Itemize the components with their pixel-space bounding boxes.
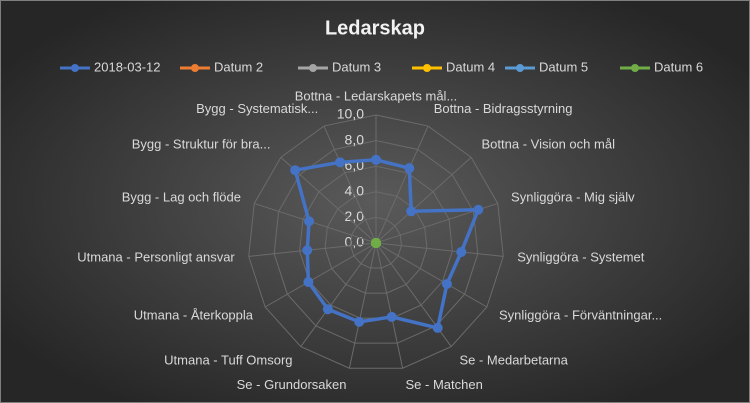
category-label: Se - Medarbetarna <box>459 353 568 368</box>
series-marker <box>371 238 381 248</box>
spoke <box>375 156 472 244</box>
series-marker <box>473 204 484 215</box>
spoke <box>375 242 404 369</box>
series-marker <box>304 216 315 227</box>
category-label: Synliggöra - Mig själv <box>511 189 635 204</box>
series-marker <box>386 311 397 322</box>
series-marker <box>432 322 443 333</box>
series-marker <box>441 278 452 289</box>
spoke <box>375 125 429 244</box>
y-tick-label: 4,0 <box>345 183 365 199</box>
category-label: Bottna - Bidragsstyrning <box>434 101 573 116</box>
category-label: Bygg - Struktur för bra... <box>132 137 271 152</box>
category-label: Bottna - Ledarskapets mål... <box>295 88 458 103</box>
series-marker <box>404 163 415 174</box>
series-marker <box>354 316 365 327</box>
grid-line <box>350 216 402 269</box>
category-label: Bygg - Lag och flöde <box>122 189 241 204</box>
legend-label: Datum 5 <box>539 59 588 74</box>
y-tick-label: 10,0 <box>337 106 364 122</box>
category-label: Bygg - Systematisk... <box>196 101 318 116</box>
legend-marker <box>309 64 317 72</box>
category-label: Utmana - Tuff Omsorg <box>164 353 292 368</box>
series-marker <box>371 154 381 165</box>
spoke <box>348 242 377 369</box>
category-label: Synliggöra - Förväntningar... <box>499 307 662 322</box>
category-label: Utmana - Återkoppla <box>134 307 254 322</box>
legend-label: Datum 3 <box>332 59 381 74</box>
legend-marker <box>71 64 79 72</box>
legend-label: Datum 4 <box>446 59 495 74</box>
series-marker <box>406 206 417 217</box>
series-line <box>293 158 481 330</box>
series-marker <box>303 277 314 288</box>
legend-label: 2018-03-12 <box>94 59 161 74</box>
category-label: Bottna - Vision och mål <box>482 137 616 152</box>
y-tick-label: 2,0 <box>345 208 365 224</box>
legend-marker <box>631 64 639 72</box>
spoke <box>254 202 377 244</box>
spoke <box>248 242 377 257</box>
legend-marker <box>423 64 431 72</box>
grid-line <box>273 140 479 344</box>
series-marker <box>322 304 333 315</box>
category-label: Se - Grundorsaken <box>237 377 347 392</box>
series-marker <box>302 245 313 256</box>
series-marker <box>290 165 301 176</box>
y-tick-label: 8,0 <box>345 131 365 147</box>
spoke <box>375 242 488 308</box>
legend-marker <box>516 64 524 72</box>
category-label: Synliggöra - Systemet <box>517 250 645 265</box>
spoke <box>300 242 377 347</box>
spoke <box>264 242 377 308</box>
legend-label: Datum 2 <box>214 59 263 74</box>
spoke <box>323 125 377 244</box>
legend-marker <box>191 64 199 72</box>
series-marker <box>456 246 467 257</box>
grid-line <box>248 114 504 369</box>
legend-label: Datum 6 <box>654 59 703 74</box>
chart-title: Ledarskap <box>325 17 425 39</box>
category-label: Se - Matchen <box>406 377 483 392</box>
spoke <box>375 242 504 257</box>
category-label: Utmana - Personligt ansvar <box>77 250 235 265</box>
series-marker <box>335 157 346 168</box>
grid-line <box>324 191 428 294</box>
